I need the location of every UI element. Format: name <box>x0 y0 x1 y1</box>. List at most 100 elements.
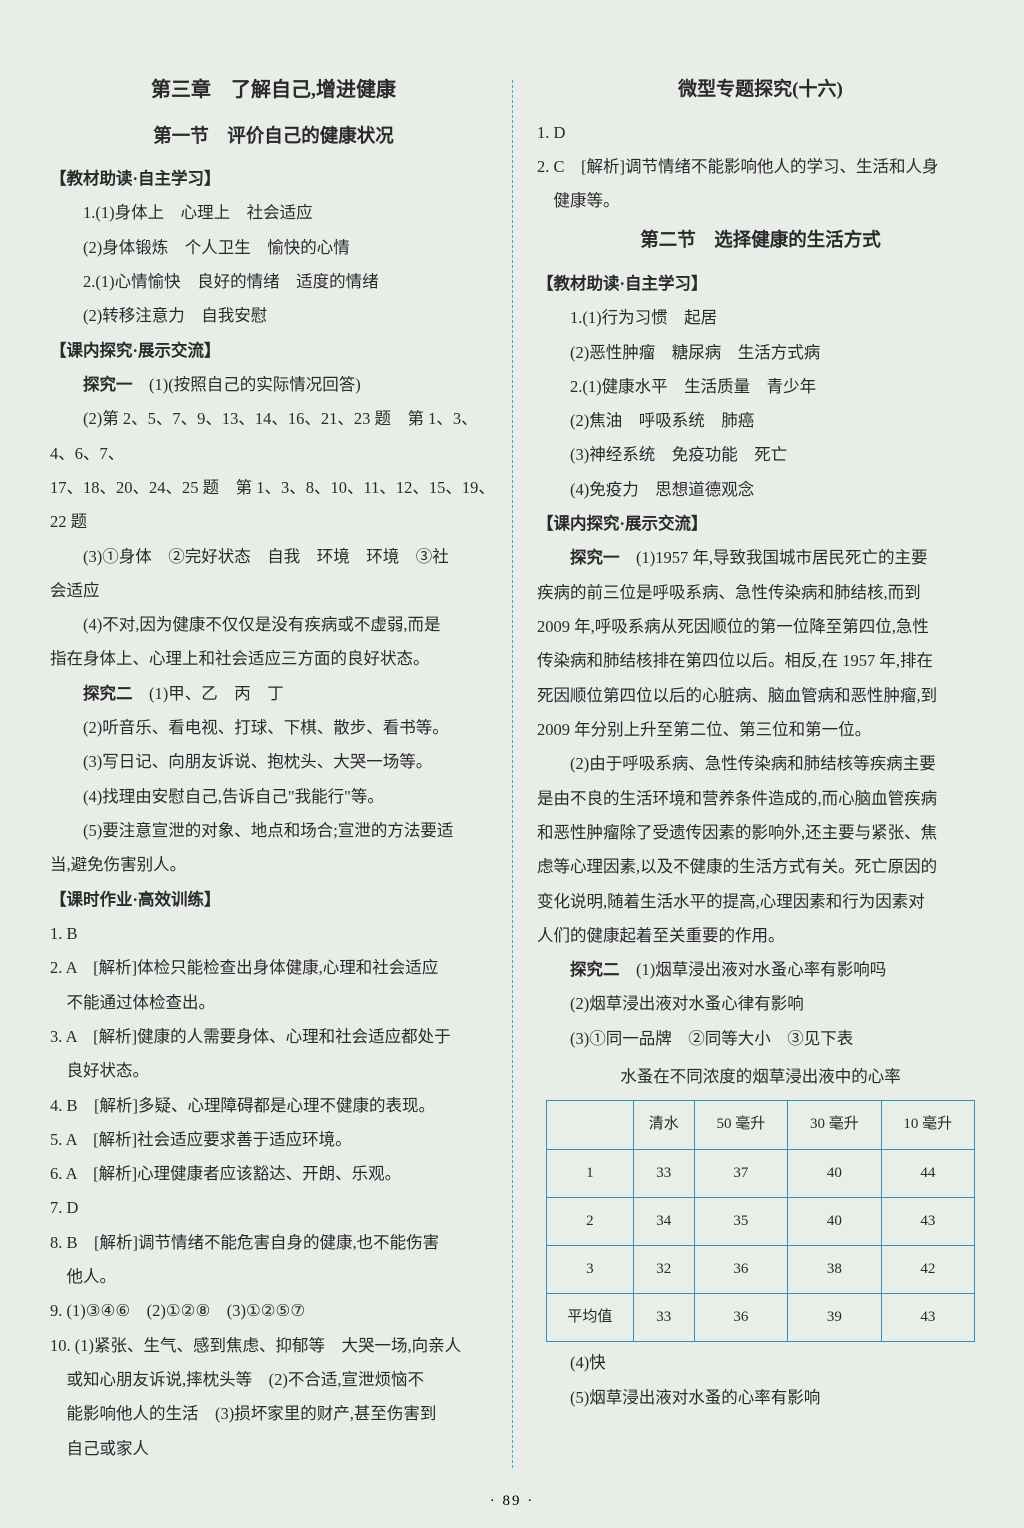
table-cell: 33 <box>633 1294 694 1342</box>
chapter-title: 第三章 了解自己,增进健康 <box>50 70 497 112</box>
text-span: (1)甲、乙 丙 丁 <box>133 684 284 703</box>
text-line: (3)写日记、向朋友诉说、抱枕头、大哭一场等。 <box>50 745 497 779</box>
table-cell: 40 <box>788 1149 881 1197</box>
text-line: 传染病和肺结核排在第四位以后。相反,在 1957 年,排在 <box>537 644 984 678</box>
answer-line: 2. A [解析]体检只能检查出身体健康,心理和社会适应 <box>50 951 497 985</box>
text-line: 2.(1)健康水平 生活质量 青少年 <box>537 370 984 404</box>
answer-line: 1. D <box>537 116 984 150</box>
table-cell: 34 <box>633 1197 694 1245</box>
heading-explore: 【课内探究·展示交流】 <box>537 507 984 541</box>
text-line: 会适应 <box>50 574 497 608</box>
heart-rate-table: 清水 50 毫升 30 毫升 10 毫升 1 33 37 40 44 2 34 … <box>546 1100 975 1342</box>
table-cell: 1 <box>546 1149 633 1197</box>
table-row: 清水 50 毫升 30 毫升 10 毫升 <box>546 1101 974 1149</box>
text-line: (2)第 2、5、7、9、13、14、16、21、23 题 第 1、3、4、6、… <box>50 402 497 471</box>
answer-line: 他人。 <box>50 1260 497 1294</box>
text-line: (5)烟草浸出液对水蚤的心率有影响 <box>537 1381 984 1415</box>
text-span: (1)烟草浸出液对水蚤心率有影响吗 <box>620 960 887 979</box>
table-cell: 42 <box>881 1245 974 1293</box>
text-line: (3)①同一品牌 ②同等大小 ③见下表 <box>537 1022 984 1056</box>
answer-line: 8. B [解析]调节情绪不能危害自身的健康,也不能伤害 <box>50 1226 497 1260</box>
table-caption: 水蚤在不同浓度的烟草浸出液中的心率 <box>537 1060 984 1094</box>
text-line: (4)快 <box>537 1346 984 1380</box>
table-cell: 36 <box>694 1245 787 1293</box>
table-cell: 44 <box>881 1149 974 1197</box>
text-line: 17、18、20、24、25 题 第 1、3、8、10、11、12、15、19、… <box>50 471 497 540</box>
text-line: 和恶性肿瘤除了受遗传因素的影响外,还主要与紧张、焦 <box>537 816 984 850</box>
table-cell: 32 <box>633 1245 694 1293</box>
table-header <box>546 1101 633 1149</box>
text-span: (1)1957 年,导致我国城市居民死亡的主要 <box>620 548 928 567</box>
text-line: (2)身体锻炼 个人卫生 愉快的心情 <box>50 231 497 265</box>
table-header: 30 毫升 <box>788 1101 881 1149</box>
table-cell: 39 <box>788 1294 881 1342</box>
answer-line: 7. D <box>50 1191 497 1225</box>
answer-line: 能影响他人的生活 (3)损坏家里的财产,甚至伤害到 <box>50 1397 497 1431</box>
table-row: 1 33 37 40 44 <box>546 1149 974 1197</box>
page-number: · 89 · <box>0 1493 1024 1510</box>
section-title-2: 第二节 选择健康的生活方式 <box>537 222 984 260</box>
text-line: 虑等心理因素,以及不健康的生活方式有关。死亡原因的 <box>537 850 984 884</box>
table-cell: 2 <box>546 1197 633 1245</box>
answer-line: 1. B <box>50 917 497 951</box>
text-line: 1.(1)身体上 心理上 社会适应 <box>50 196 497 230</box>
text-line: 指在身体上、心理上和社会适应三方面的良好状态。 <box>50 642 497 676</box>
table-header: 清水 <box>633 1101 694 1149</box>
answer-line: 健康等。 <box>537 184 984 218</box>
text-line: (2)恶性肿瘤 糖尿病 生活方式病 <box>537 336 984 370</box>
explore-label: 探究二 <box>83 684 133 703</box>
explore-label: 探究一 <box>570 548 620 567</box>
text-line: 探究一 (1)(按照自己的实际情况回答) <box>50 368 497 402</box>
text-line: 疾病的前三位是呼吸系病、急性传染病和肺结核,而到 <box>537 576 984 610</box>
answer-line: 良好状态。 <box>50 1054 497 1088</box>
left-column: 第三章 了解自己,增进健康 第一节 评价自己的健康状况 【教材助读·自主学习】 … <box>50 70 517 1508</box>
heading-homework: 【课时作业·高效训练】 <box>50 883 497 917</box>
table-row: 平均值 33 36 39 43 <box>546 1294 974 1342</box>
text-line: (2)听音乐、看电视、打球、下棋、散步、看书等。 <box>50 711 497 745</box>
text-line: (2)焦油 呼吸系统 肺癌 <box>537 404 984 438</box>
micro-topic-title: 微型专题探究(十六) <box>537 70 984 110</box>
table-cell: 3 <box>546 1245 633 1293</box>
section-title: 第一节 评价自己的健康状况 <box>50 118 497 156</box>
heading-explore: 【课内探究·展示交流】 <box>50 334 497 368</box>
answer-line: 5. A [解析]社会适应要求善于适应环境。 <box>50 1123 497 1157</box>
answer-line: 不能通过体检查出。 <box>50 986 497 1020</box>
column-divider <box>512 80 513 1468</box>
text-line: 是由不良的生活环境和营养条件造成的,而心脑血管疾病 <box>537 782 984 816</box>
table-header: 50 毫升 <box>694 1101 787 1149</box>
heading-study: 【教材助读·自主学习】 <box>537 267 984 301</box>
text-line: (2)烟草浸出液对水蚤心律有影响 <box>537 987 984 1021</box>
table-cell: 36 <box>694 1294 787 1342</box>
table-cell: 37 <box>694 1149 787 1197</box>
table-cell: 40 <box>788 1197 881 1245</box>
table-cell: 43 <box>881 1294 974 1342</box>
explore-label: 探究二 <box>570 960 620 979</box>
table-cell: 38 <box>788 1245 881 1293</box>
table-row: 3 32 36 38 42 <box>546 1245 974 1293</box>
text-line: 探究一 (1)1957 年,导致我国城市居民死亡的主要 <box>537 541 984 575</box>
text-line: 人们的健康起着至关重要的作用。 <box>537 919 984 953</box>
text-line: 2009 年分别上升至第二位、第三位和第一位。 <box>537 713 984 747</box>
table-cell: 35 <box>694 1197 787 1245</box>
answer-line: 9. (1)③④⑥ (2)①②⑧ (3)①②⑤⑦ <box>50 1294 497 1328</box>
text-line: (3)①身体 ②完好状态 自我 环境 环境 ③社 <box>50 540 497 574</box>
answer-line: 3. A [解析]健康的人需要身体、心理和社会适应都处于 <box>50 1020 497 1054</box>
text-line: 死因顺位第四位以后的心脏病、脑血管病和恶性肿瘤,到 <box>537 679 984 713</box>
text-line: (5)要注意宣泄的对象、地点和场合;宣泄的方法要适 <box>50 814 497 848</box>
answer-line: 2. C [解析]调节情绪不能影响他人的学习、生活和人身 <box>537 150 984 184</box>
table-header: 10 毫升 <box>881 1101 974 1149</box>
answer-line: 自己或家人 <box>50 1432 497 1466</box>
table-row: 2 34 35 40 43 <box>546 1197 974 1245</box>
answer-line: 或知心朋友诉说,摔枕头等 (2)不合适,宣泄烦恼不 <box>50 1363 497 1397</box>
text-line: (3)神经系统 免疫功能 死亡 <box>537 438 984 472</box>
text-line: (2)由于呼吸系病、急性传染病和肺结核等疾病主要 <box>537 747 984 781</box>
text-span: (1)(按照自己的实际情况回答) <box>133 375 361 394</box>
text-line: 1.(1)行为习惯 起居 <box>537 301 984 335</box>
heading-study: 【教材助读·自主学习】 <box>50 162 497 196</box>
text-line: 探究二 (1)烟草浸出液对水蚤心率有影响吗 <box>537 953 984 987</box>
explore-label: 探究一 <box>83 375 133 394</box>
text-line: 2009 年,呼吸系病从死因顺位的第一位降至第四位,急性 <box>537 610 984 644</box>
text-line: 探究二 (1)甲、乙 丙 丁 <box>50 677 497 711</box>
table-cell: 43 <box>881 1197 974 1245</box>
answer-line: 4. B [解析]多疑、心理障碍都是心理不健康的表现。 <box>50 1089 497 1123</box>
